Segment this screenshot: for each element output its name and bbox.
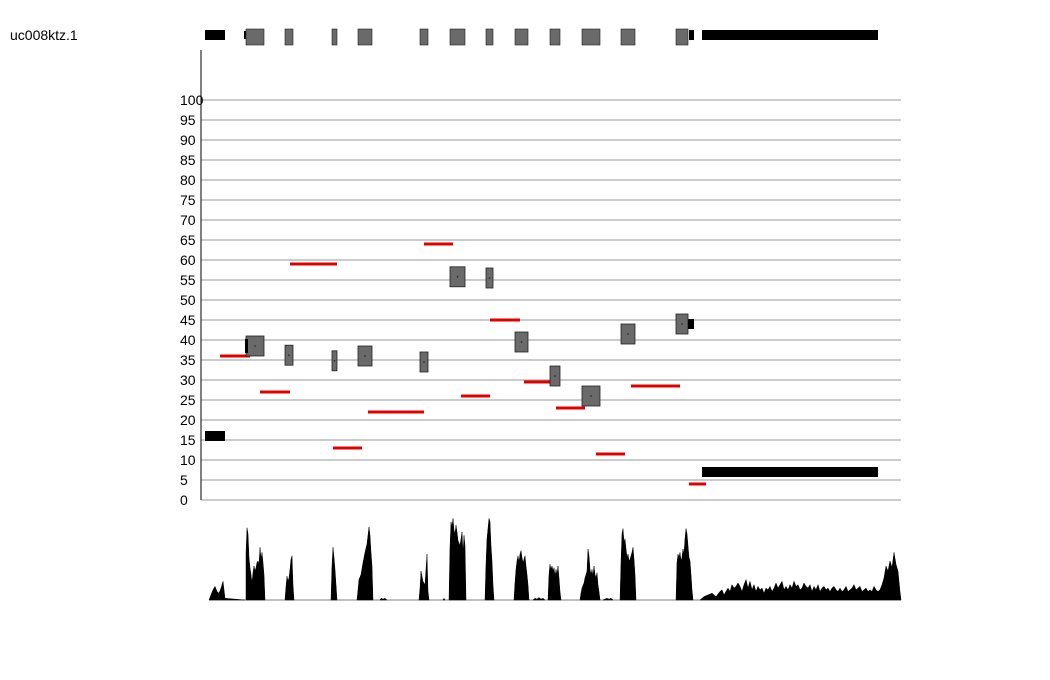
y-tick-label-20: 20 bbox=[180, 412, 196, 428]
y-tick-label-15: 15 bbox=[180, 432, 196, 448]
coverage-peak-12 bbox=[532, 597, 546, 601]
y-tick-label-45: 45 bbox=[180, 312, 196, 328]
gene-exon-8 bbox=[514, 28, 529, 46]
utr-value-box-3 bbox=[688, 319, 694, 329]
coverage-peak-7 bbox=[418, 554, 430, 601]
y-tick-label-40: 40 bbox=[180, 332, 196, 348]
y-tick-label-55: 55 bbox=[180, 272, 196, 288]
coverage-peak-14 bbox=[579, 548, 601, 601]
utr-value-box-4 bbox=[702, 467, 878, 477]
utr-5prime-block bbox=[205, 30, 225, 40]
utr-value-box-1 bbox=[205, 431, 225, 441]
coverage-track bbox=[208, 518, 902, 601]
exon-value-point-4 bbox=[364, 355, 366, 357]
y-tick-label-25: 25 bbox=[180, 392, 196, 408]
y-tick-label-95: 95 bbox=[180, 112, 196, 128]
y-tick-label-50: 50 bbox=[180, 292, 196, 308]
coverage-peak-13 bbox=[547, 564, 562, 601]
gene-exon-5 bbox=[419, 28, 429, 46]
coverage-peak-17 bbox=[675, 528, 694, 601]
coverage-peak-1 bbox=[208, 581, 246, 601]
gene-model-track bbox=[205, 28, 878, 46]
gene-exon-11 bbox=[620, 28, 636, 46]
exon-value-point-2 bbox=[288, 354, 290, 357]
coverage-peak-3 bbox=[284, 555, 295, 601]
y-tick-label-70: 70 bbox=[180, 212, 196, 228]
coverage-peak-18 bbox=[699, 552, 902, 601]
utr-edge-block bbox=[244, 31, 247, 39]
exon-value-point-1 bbox=[254, 345, 256, 347]
y-tick-label-85: 85 bbox=[180, 152, 196, 168]
grid-lines bbox=[201, 99, 901, 501]
exon-marks bbox=[205, 266, 878, 477]
coverage-peak-5 bbox=[356, 526, 374, 601]
exon-value-point-12 bbox=[681, 323, 683, 325]
gene-exon-10 bbox=[581, 28, 601, 46]
utr-tail-block bbox=[689, 30, 694, 40]
exon-value-point-3 bbox=[333, 360, 336, 362]
exon-value-point-6 bbox=[456, 276, 459, 278]
coverage-peak-9 bbox=[448, 518, 467, 601]
chart-title: uc008ktz.1 bbox=[10, 27, 78, 43]
intron-marks bbox=[220, 242, 706, 486]
y-tick-label-10: 10 bbox=[180, 452, 196, 468]
coverage-peak-11 bbox=[513, 550, 530, 601]
gene-exon-9 bbox=[549, 28, 561, 46]
gene-exon-7 bbox=[485, 28, 494, 46]
coverage-peak-2 bbox=[245, 527, 266, 601]
exon-value-point-8 bbox=[520, 341, 523, 343]
coverage-peak-4 bbox=[330, 547, 338, 601]
coverage-peak-10 bbox=[484, 518, 495, 601]
gene-exon-6 bbox=[449, 28, 466, 46]
y-tick-label-65: 65 bbox=[180, 232, 196, 248]
y-tick-label-75: 75 bbox=[180, 192, 196, 208]
coverage-peak-16 bbox=[619, 528, 637, 601]
exon-value-point-10 bbox=[590, 395, 592, 397]
y-tick-label-35: 35 bbox=[180, 352, 196, 368]
utr-3prime-block bbox=[702, 30, 878, 40]
exon-value-point-7 bbox=[488, 277, 491, 279]
y-tick-label-0: 0 bbox=[180, 492, 188, 508]
y-tick-label-60: 60 bbox=[180, 252, 196, 268]
exon-value-point-11 bbox=[627, 333, 629, 335]
y-tick-label-100: 100 bbox=[180, 92, 204, 108]
y-tick-label-80: 80 bbox=[180, 172, 196, 188]
utr-value-box-2 bbox=[245, 339, 248, 353]
gene-exon-12 bbox=[675, 28, 689, 46]
exon-value-point-9 bbox=[554, 375, 556, 377]
gene-exon-3 bbox=[331, 28, 338, 46]
exon-value-point-5 bbox=[423, 361, 425, 363]
y-tick-label-90: 90 bbox=[180, 132, 196, 148]
y-axis: 0 5 10 15 20 25 30 35 40 45 50 55 60 65 70 75 80 85 90 95 10… bbox=[180, 50, 204, 508]
gene-exon-2 bbox=[284, 28, 294, 46]
y-tick-label-30: 30 bbox=[180, 372, 196, 388]
y-tick-label-5: 5 bbox=[180, 472, 188, 488]
gene-exon-1 bbox=[245, 28, 265, 46]
gene-exon-4 bbox=[357, 28, 373, 46]
